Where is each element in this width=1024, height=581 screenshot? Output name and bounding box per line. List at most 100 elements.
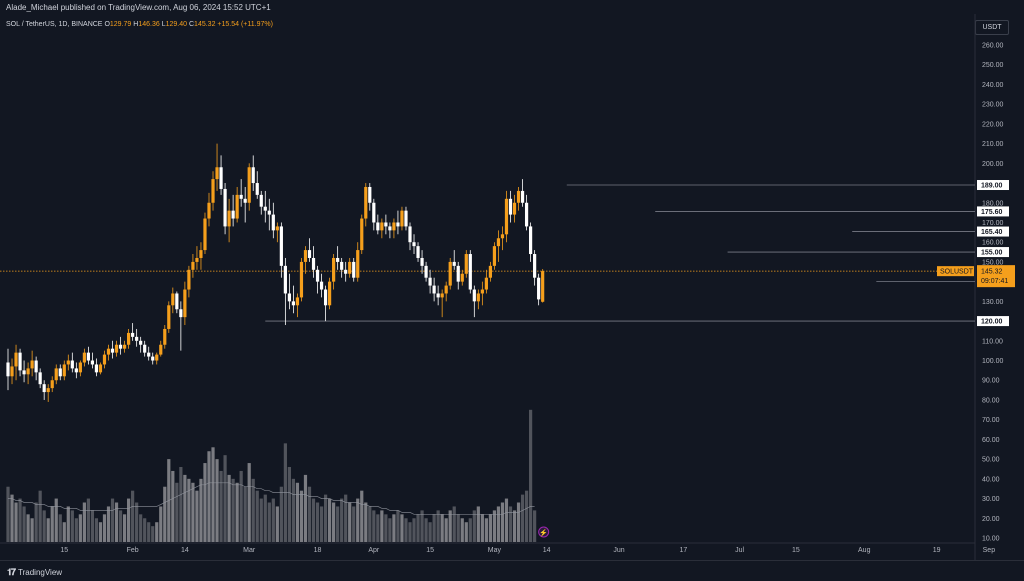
price-tick-label: 90.00	[982, 378, 1000, 385]
volume-bar	[70, 510, 74, 542]
candle-down	[42, 384, 46, 393]
volume-bar	[219, 470, 223, 542]
time-tick-label: 18	[314, 547, 322, 554]
candle-down	[74, 368, 78, 373]
volume-bar	[10, 494, 14, 542]
candle-down	[147, 352, 151, 357]
volume-bar	[143, 518, 147, 542]
low-value: 129.40	[165, 21, 188, 28]
volume-bar	[315, 502, 320, 542]
candle-down	[408, 226, 412, 243]
time-tick-label: 17	[679, 547, 687, 554]
candle-down	[22, 370, 26, 375]
volume-bar	[299, 490, 304, 542]
tradingview-brand: TradingView	[18, 568, 63, 577]
candle-down	[231, 210, 235, 219]
time-tick-label: May	[488, 547, 502, 554]
candle-up	[332, 257, 336, 282]
volume-bar	[90, 510, 95, 542]
volume-bar	[352, 506, 356, 542]
candle-down	[508, 198, 513, 215]
volume-bar	[98, 522, 103, 542]
candle-down	[388, 226, 392, 231]
price-tick-label: 200.00	[982, 161, 1004, 168]
candle-down	[524, 202, 529, 227]
volume-bar	[139, 514, 143, 542]
volume-bar	[524, 490, 529, 542]
symbol-legend[interactable]: SOL / TetherUS, 1D, BINANCE O129.79 H146…	[6, 21, 273, 28]
close-label: C	[188, 21, 195, 28]
volume-bar	[86, 498, 90, 542]
candle-down	[283, 265, 287, 294]
candle-up	[541, 271, 545, 302]
candle-down	[336, 257, 340, 262]
candle-up	[380, 222, 384, 231]
volume-bar	[529, 409, 533, 542]
volume-bar	[223, 455, 227, 542]
candle-down	[223, 188, 227, 227]
candle-up	[328, 281, 332, 306]
volume-bar	[30, 518, 34, 542]
volume-bar	[448, 510, 452, 542]
last-price-symbol: SOLUSDT	[940, 269, 974, 276]
candle-down	[86, 352, 90, 361]
open-label: O	[104, 21, 110, 28]
volume-bar	[62, 522, 66, 542]
tradingview-logo[interactable]: 𝟏𝟕 TradingView	[7, 567, 62, 578]
candle-up	[516, 190, 521, 203]
candle-down	[219, 167, 223, 189]
candle-down	[340, 261, 344, 270]
price-tick-label: 100.00	[982, 358, 1004, 365]
volume-bar	[456, 514, 460, 542]
volume-bar	[54, 498, 58, 542]
candle-down	[94, 364, 99, 373]
volume-bar	[392, 514, 396, 542]
price-tick-label: 110.00	[982, 338, 1003, 345]
candle-down	[311, 257, 316, 270]
event-marker-icon	[538, 526, 550, 538]
candle-down	[319, 281, 324, 290]
candle-down	[424, 265, 428, 278]
price-tick-label: 10.00	[982, 536, 1000, 543]
candle-up	[122, 344, 127, 349]
candle-up	[106, 348, 111, 355]
level-price-label: 189.00	[981, 183, 1003, 190]
candle-down	[90, 360, 95, 365]
symbol-label[interactable]: SOL / TetherUS, 1D, BINANCE	[6, 21, 103, 28]
candle-up	[199, 250, 203, 258]
candle-up	[496, 238, 501, 247]
volume-bar	[484, 518, 488, 542]
volume-bar	[436, 510, 440, 542]
candle-down	[432, 285, 436, 294]
volume-bar	[311, 498, 316, 542]
volume-bar	[215, 459, 219, 542]
candle-down	[420, 257, 424, 266]
price-tick-label: 50.00	[982, 457, 1000, 464]
candle-down	[255, 183, 259, 195]
candle-up	[78, 362, 82, 373]
volume-bar	[303, 474, 308, 542]
price-tick-label: 20.00	[982, 516, 1000, 523]
candle-up	[492, 246, 497, 266]
candle-up	[500, 234, 505, 239]
candle-down	[396, 222, 400, 227]
candle-up	[183, 289, 187, 318]
candle-up	[30, 360, 34, 369]
low-label: L	[161, 21, 166, 28]
price-chart[interactable]: 260.00 250.00 240.00 230.00 220.00 210.00 200.…	[0, 0, 1024, 560]
volume-bar	[319, 506, 324, 542]
volume-bar	[207, 451, 211, 542]
level-price-label: 165.40	[981, 229, 1003, 236]
candle-up	[364, 186, 368, 219]
candle-down	[259, 194, 263, 207]
price-tick-label: 220.00	[982, 121, 1004, 128]
price-tick-label: 80.00	[982, 397, 1000, 404]
candle-up	[275, 226, 279, 231]
candle-up	[488, 265, 492, 278]
candle-up	[356, 250, 360, 278]
volume-ma-line	[8, 482, 535, 515]
last-price-symbol-tag[interactable]	[937, 266, 974, 277]
candle-down	[110, 348, 115, 353]
close-value: 145.32	[194, 21, 216, 28]
volume-bar	[227, 474, 231, 542]
